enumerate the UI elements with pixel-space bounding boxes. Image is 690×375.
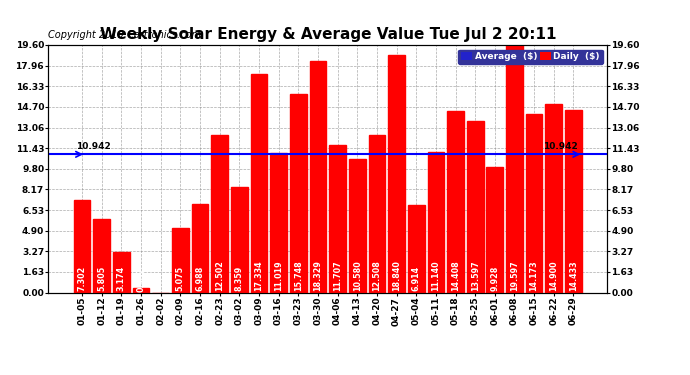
Bar — [329, 145, 346, 292]
Text: 17.334: 17.334 — [255, 260, 264, 291]
Bar — [270, 153, 287, 292]
Text: 0.332: 0.332 — [137, 267, 146, 292]
Text: 9.928: 9.928 — [491, 265, 500, 291]
Bar — [467, 121, 484, 292]
Title: Weekly Solar Energy & Average Value Tue Jul 2 20:11: Weekly Solar Energy & Average Value Tue … — [99, 27, 556, 42]
Text: 12.502: 12.502 — [215, 260, 224, 291]
Text: Copyright 2019 Cartronics.com: Copyright 2019 Cartronics.com — [48, 30, 201, 40]
Text: 3.174: 3.174 — [117, 266, 126, 291]
Legend: Average  ($), Daily  ($): Average ($), Daily ($) — [458, 50, 602, 64]
Bar — [250, 74, 267, 292]
Bar — [428, 152, 444, 292]
Text: 11.019: 11.019 — [274, 260, 283, 291]
Bar — [526, 114, 542, 292]
Bar — [93, 219, 110, 292]
Text: 5.075: 5.075 — [176, 266, 185, 291]
Bar — [388, 55, 405, 292]
Bar — [172, 228, 188, 292]
Bar — [74, 200, 90, 292]
Text: 8.359: 8.359 — [235, 266, 244, 291]
Bar — [132, 288, 149, 292]
Text: 6.988: 6.988 — [195, 265, 204, 291]
Text: 6.914: 6.914 — [412, 266, 421, 291]
Bar — [192, 204, 208, 292]
Text: 11.140: 11.140 — [431, 260, 440, 291]
Text: 10.942: 10.942 — [76, 141, 111, 150]
Bar — [368, 135, 385, 292]
Bar — [447, 111, 464, 292]
Bar — [408, 205, 424, 292]
Text: 14.408: 14.408 — [451, 260, 460, 291]
Bar — [349, 159, 366, 292]
Bar — [565, 110, 582, 292]
Text: 7.302: 7.302 — [77, 266, 86, 291]
Text: 18.840: 18.840 — [392, 260, 401, 291]
Text: 11.707: 11.707 — [333, 260, 342, 291]
Text: 5.805: 5.805 — [97, 266, 106, 291]
Text: 12.508: 12.508 — [373, 260, 382, 291]
Bar — [506, 45, 523, 292]
Bar — [545, 104, 562, 292]
Bar — [310, 61, 326, 292]
Text: 10.942: 10.942 — [542, 141, 578, 150]
Text: 19.597: 19.597 — [510, 260, 519, 291]
Text: 13.597: 13.597 — [471, 260, 480, 291]
Bar — [486, 167, 503, 292]
Bar — [231, 187, 248, 292]
Bar — [211, 135, 228, 292]
Text: 14.433: 14.433 — [569, 260, 578, 291]
Bar — [113, 252, 130, 292]
Text: 15.748: 15.748 — [294, 260, 303, 291]
Text: 14.173: 14.173 — [530, 260, 539, 291]
Text: 18.329: 18.329 — [313, 260, 322, 291]
Text: 10.580: 10.580 — [353, 260, 362, 291]
Text: 14.900: 14.900 — [549, 260, 558, 291]
Bar — [290, 94, 306, 292]
